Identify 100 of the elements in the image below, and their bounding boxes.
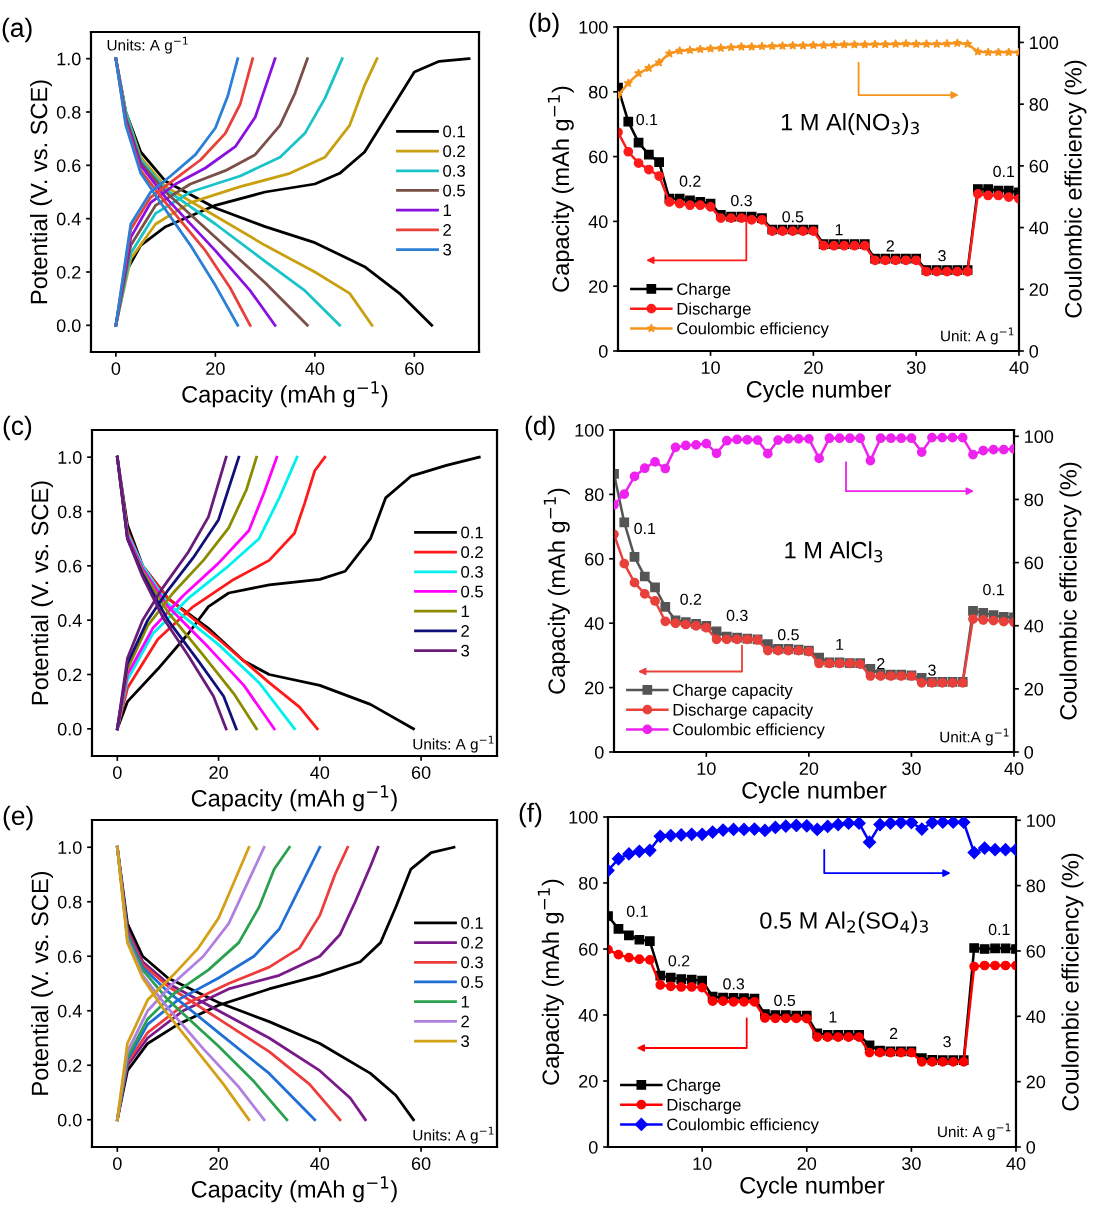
y-tick-label: 1.0 [58,451,82,464]
legend-label: 1 [461,605,469,618]
annotation: 2 [886,240,894,252]
y-tick-label: 60 [579,942,598,956]
y-tick-label: 0 [598,344,608,358]
x-axis-title: Cycle number [740,1176,885,1199]
y-tick-label: 0.0 [57,722,82,736]
y-tick-label: 0 [594,745,604,759]
annotation: 0.1 [626,905,648,917]
chart-title: (d) [525,415,555,441]
legend-label: 0.5 [461,585,483,598]
x-tick-label: 20 [209,766,228,779]
y2-tick-label: 100 [1025,430,1054,444]
annotation: 3 [928,664,936,676]
annotation: 0.1 [634,522,656,535]
legend-label: 0.1 [443,125,465,138]
y2-axis-title: Coulombic efficiency (%) [1061,853,1084,1111]
y-tick-label: 80 [584,488,604,502]
y2-tick-label: 40 [1026,1010,1046,1024]
legend-label: 0.3 [461,956,483,969]
x-axis-title: Cycle number [742,781,887,804]
x-tick-label: 60 [411,1157,431,1170]
annotation: 0.3 [731,194,752,207]
x-tick-label: 30 [902,1157,921,1170]
annotation: 0.3 [726,609,748,622]
y-axis-title: Potential (V. vs. SCE) [31,481,53,705]
annotation: 0.5 [774,994,796,1007]
y-tick-label: 80 [588,85,608,99]
legend-label: 0.3 [443,164,465,177]
y-tick-label: 0.0 [56,319,81,333]
y-tick-label: 1.0 [58,841,82,854]
y-tick-label: 0.6 [57,559,82,573]
y2-tick-label: 60 [1026,944,1046,958]
chart-title: (c) [3,415,32,441]
y-axis-title: Potential (V. vs. SCE) [30,80,52,304]
legend-label: 3 [461,1035,470,1048]
y-tick-label: 40 [584,617,604,630]
y2-tick-label: 60 [1024,556,1044,570]
annotation: 0.2 [679,175,701,187]
x-tick-label: 40 [1009,361,1029,374]
annotation: 0.3 [723,978,745,990]
annotation: 0.1 [993,165,1015,178]
y2-axis-title: Coulombic efficiency (%) [1064,60,1087,318]
x-tick-label: 10 [697,762,716,775]
y2-tick-label: 80 [1029,98,1049,111]
annotation: 2 [889,1027,898,1039]
y-tick-label: 100 [575,423,604,437]
annotation: 0.1 [983,583,1004,596]
legend-label: 0.5 [443,184,465,197]
y2-tick-label: 40 [1024,619,1044,633]
annotation: 0.2 [680,593,702,605]
annotation: 2 [877,658,885,670]
legend-label: 0.2 [461,936,483,949]
y-tick-label: 0.4 [56,212,81,226]
x-tick-label: 20 [206,362,225,375]
annotation: 0.1 [988,923,1010,936]
annotation: 1 [836,638,844,650]
y-tick-label: 0.4 [57,1004,82,1018]
legend-label: 2 [461,625,469,637]
annotation: 1 [829,1011,837,1023]
legend-label: Discharge capacity [673,703,814,719]
y-tick-label: 0 [588,1140,598,1154]
y2-tick-label: 0 [1029,344,1039,358]
annotation: Units: A g$^{−1}$ [413,735,494,753]
y-tick-label: 0.8 [56,105,81,119]
annotation: 1 [835,224,843,236]
x-axis-title: Capacity (mAh g$^{−1}$) [182,381,388,408]
y2-tick-label: 20 [1029,283,1049,297]
x-tick-label: 20 [804,361,823,374]
annotation: 0.5 M Al$_{2}$(SO$_{4}$)$_{3}$ [760,911,928,934]
y2-tick-label: 80 [1026,879,1046,893]
y-tick-label: 100 [579,20,608,34]
y-axis-title: Capacity (mAh g$^{−1}$) [547,86,574,292]
y-tick-label: 40 [588,215,608,229]
y2-tick-label: 60 [1029,159,1049,173]
y-tick-label: 0.0 [57,1113,82,1127]
chart-title: (b) [529,12,559,38]
chart-title: (a) [2,17,32,43]
annotation: Units: A g$^{−1}$ [413,1126,494,1144]
legend-label: Discharge [677,302,751,318]
annotation: 0.2 [668,955,690,967]
y-tick-label: 80 [578,876,598,890]
legend-label: 2 [443,224,451,236]
x-tick-label: 60 [411,766,431,779]
legend-label: 1 [461,996,469,1008]
legend-label: Charge capacity [673,683,793,700]
legend-label: 0.5 [461,976,483,988]
legend-label: Charge [667,1078,721,1095]
y2-tick-label: 0 [1024,745,1034,759]
x-tick-label: 40 [1006,1157,1026,1170]
y-tick-label: 0.8 [57,895,82,909]
y-tick-label: 60 [589,150,608,164]
x-tick-label: 40 [305,362,325,375]
annotation: 0.5 [777,629,799,641]
annotation: 1 M Al(NO$_{3}$)$_{3}$ [781,113,919,136]
annotation: 0.1 [636,113,658,126]
x-tick-label: 20 [209,1157,228,1170]
x-tick-label: 20 [799,762,819,775]
legend-label: Coulombic efficiency [667,1118,819,1134]
y-axis-title: Capacity (mAh g$^{−1}$) [543,488,570,694]
